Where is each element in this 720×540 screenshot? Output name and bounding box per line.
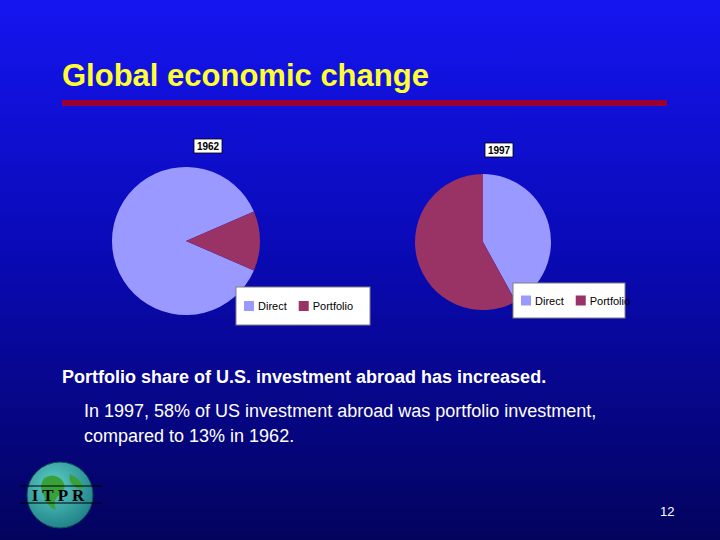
legend-label: Portfolio <box>313 300 353 312</box>
charts: 1962 Direct Portfolio 1997 Direct Portfolio IT… <box>0 0 720 540</box>
pie-chart: 1962 Direct Portfolio <box>112 139 370 325</box>
logo-globe <box>27 462 93 528</box>
legend-label: Direct <box>535 295 564 307</box>
page-number: 12 <box>660 504 674 519</box>
legend: Direct Portfolio <box>513 283 630 318</box>
logo: ITPR <box>20 462 102 528</box>
body-text: In 1997, 58% of US investment abroad was… <box>84 399 604 449</box>
heading: Portfolio share of U.S. investment abroa… <box>62 367 546 388</box>
legend-swatch <box>244 301 254 311</box>
slide: Global economic change Portfolio share of… <box>0 0 720 540</box>
pie-slice <box>415 174 516 310</box>
legend-swatch <box>576 296 586 306</box>
legend-box <box>236 287 370 325</box>
legend-swatch <box>521 296 531 306</box>
title-rule <box>62 100 667 106</box>
legend-label: Direct <box>258 300 287 312</box>
legend: Direct Portfolio <box>236 287 370 325</box>
pie-title: 1997 <box>488 145 511 156</box>
pie-slice <box>186 212 260 271</box>
legend-swatch <box>299 301 309 311</box>
pie-title-box <box>194 139 222 153</box>
pie-title: 1962 <box>197 141 220 152</box>
pie-title-box <box>485 143 513 157</box>
logo-text: ITPR <box>32 486 89 505</box>
pie-chart: 1997 Direct Portfolio <box>415 143 630 318</box>
legend-label: Portfolio <box>590 295 630 307</box>
slide-title: Global economic change <box>62 58 429 94</box>
